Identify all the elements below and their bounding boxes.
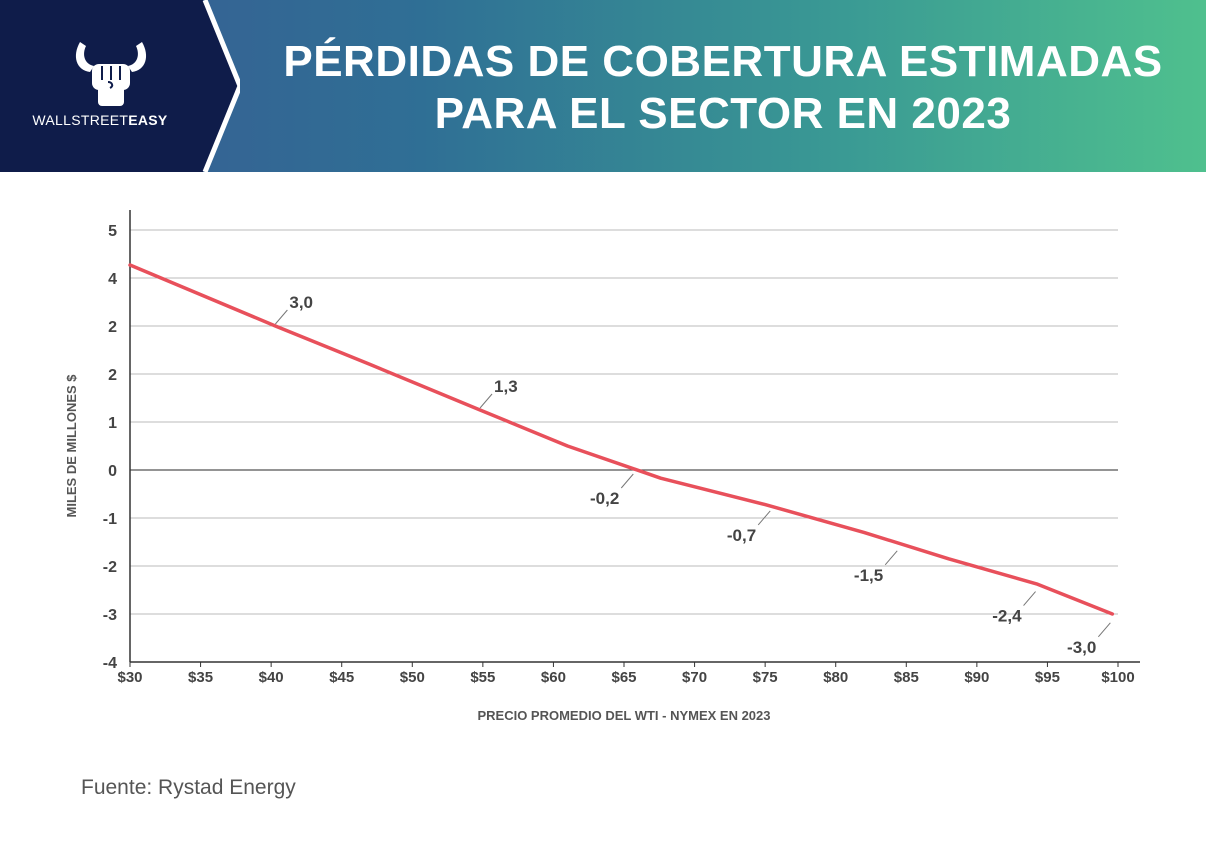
y-axis-tick-labels: 5 4 2 2 1 0 -1 -2 -3 -4 bbox=[103, 223, 117, 672]
logo-panel: WALLSTREETEASY bbox=[0, 0, 240, 172]
y-tick-label: 2 bbox=[108, 319, 117, 336]
x-tick-label: $85 bbox=[894, 669, 919, 686]
data-labels: 3,0 1,3 -0,2 -0,7 -1,5 -2,4 -3,0 bbox=[274, 293, 1111, 657]
x-tick-label: $55 bbox=[470, 669, 495, 686]
x-tick-label: $50 bbox=[400, 669, 425, 686]
page-title: PÉRDIDAS DE COBERTURA ESTIMADAS PARA EL … bbox=[240, 36, 1206, 140]
x-tick-label: $30 bbox=[117, 669, 142, 686]
y-tick-label: -2 bbox=[103, 559, 117, 576]
x-tick-label: $80 bbox=[823, 669, 848, 686]
x-tick-label: $75 bbox=[753, 669, 778, 686]
data-label: -2,4 bbox=[992, 607, 1022, 626]
y-tick-label: 4 bbox=[108, 271, 117, 288]
x-tick-label: $45 bbox=[329, 669, 354, 686]
y-tick-label: 5 bbox=[108, 223, 117, 240]
title-line-1: PÉRDIDAS DE COBERTURA ESTIMADAS bbox=[283, 37, 1163, 86]
x-tick-label: $60 bbox=[541, 669, 566, 686]
data-label: -3,0 bbox=[1067, 638, 1096, 657]
x-axis-label: PRECIO PROMEDIO DEL WTI - NYMEX EN 2023 bbox=[477, 708, 770, 723]
brand-name-bold: EASY bbox=[128, 112, 168, 128]
x-tick-label: $65 bbox=[611, 669, 636, 686]
source-note: Fuente: Rystad Energy bbox=[81, 776, 296, 799]
x-tick-label: $35 bbox=[188, 669, 213, 686]
y-tick-label: -1 bbox=[103, 511, 117, 528]
data-label: -0,2 bbox=[590, 489, 619, 508]
y-tick-label: -4 bbox=[103, 655, 117, 672]
header-banner: WALLSTREETEASY PÉRDIDAS DE COBERTURA EST… bbox=[0, 0, 1206, 172]
x-axis-tick-labels: $30 $35 $40 $45 $50 $55 $60 $65 $70 $75 $80 $85 $90 $… bbox=[117, 669, 1134, 686]
data-label: -1,5 bbox=[854, 566, 883, 585]
brand-name: WALLSTREETEASY bbox=[0, 112, 200, 128]
y-tick-label: -3 bbox=[103, 607, 117, 624]
series-group bbox=[128, 263, 1115, 616]
y-axis-label: MILES DE MILLONES $ bbox=[64, 374, 79, 518]
gridlines bbox=[129, 229, 1119, 667]
series-line bbox=[128, 263, 1115, 616]
y-tick-label: 1 bbox=[108, 415, 117, 432]
y-tick-label: 0 bbox=[108, 463, 117, 480]
x-tick-label: $90 bbox=[964, 669, 989, 686]
y-tick-label: 2 bbox=[108, 367, 117, 384]
data-label-leader bbox=[274, 309, 288, 325]
data-label-leader bbox=[479, 393, 493, 409]
data-label-leader bbox=[620, 473, 634, 489]
title-line-2: PARA EL SECTOR EN 2023 bbox=[434, 89, 1012, 138]
data-label: -0,7 bbox=[727, 526, 756, 545]
data-label-leader bbox=[1023, 591, 1036, 606]
data-label-leader bbox=[757, 510, 771, 526]
x-tick-label: $40 bbox=[259, 669, 284, 686]
data-label-leader bbox=[1097, 622, 1111, 638]
x-tick-label: $95 bbox=[1035, 669, 1060, 686]
x-tick-label: $100 bbox=[1101, 669, 1134, 686]
data-label: 3,0 bbox=[289, 293, 313, 312]
bull-fist-logo-icon bbox=[75, 42, 147, 106]
data-label-leader bbox=[884, 550, 898, 566]
brand-name-light: WALLSTREET bbox=[32, 112, 129, 128]
data-label: 1,3 bbox=[494, 377, 518, 396]
x-tick-label: $70 bbox=[682, 669, 707, 686]
